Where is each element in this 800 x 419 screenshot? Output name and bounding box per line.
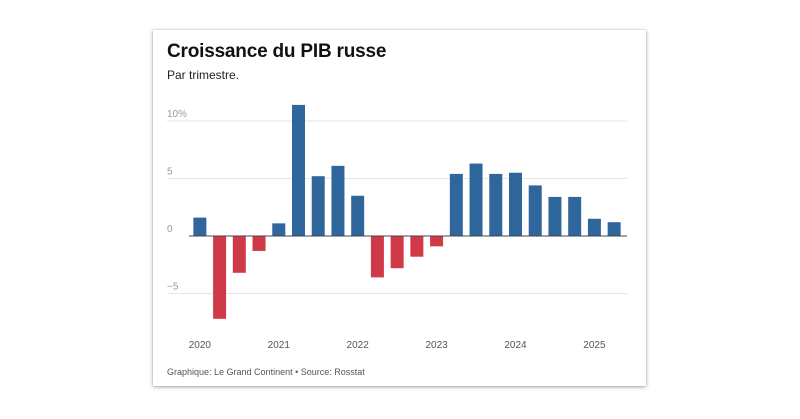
bar (548, 196, 562, 236)
bar (213, 236, 227, 319)
bar (430, 236, 444, 247)
chart-card: Croissance du PIB russe Par trimestre. 1… (153, 30, 646, 386)
bar (509, 172, 522, 236)
bar (331, 165, 345, 236)
bar (193, 217, 207, 236)
gdp-bar-chart: 10% 5 0 −5 2020 2021 2022 2023 2024 2025 (167, 104, 627, 351)
bar (390, 236, 404, 269)
bar (410, 236, 424, 257)
bar (370, 236, 384, 278)
bar (351, 195, 365, 236)
chart-subtitle: Par trimestre. (167, 68, 240, 82)
bar (272, 223, 286, 236)
bar (489, 173, 503, 236)
chart-source: Graphique: Le Grand Continent • Source: … (167, 367, 365, 377)
bar (252, 236, 266, 251)
x-tick-label: 2025 (583, 340, 606, 351)
x-tick-label: 2020 (189, 340, 212, 351)
bar (568, 196, 582, 236)
bar (232, 236, 246, 273)
bar (528, 185, 542, 236)
bar (587, 218, 601, 236)
x-tick-label: 2021 (268, 340, 291, 351)
y-tick-label: 10% (167, 109, 187, 120)
x-tick-label: 2022 (347, 340, 370, 351)
bar (311, 176, 325, 236)
y-tick-label: 0 (167, 224, 173, 235)
chart-title: Croissance du PIB russe (167, 41, 387, 62)
y-tick-label: −5 (167, 282, 179, 293)
bar (449, 173, 463, 236)
x-tick-label: 2023 (425, 340, 448, 351)
bar (469, 163, 483, 236)
bar (292, 104, 305, 237)
y-tick-label: 5 (167, 167, 173, 178)
bar (607, 222, 621, 236)
x-tick-label: 2024 (504, 340, 527, 351)
